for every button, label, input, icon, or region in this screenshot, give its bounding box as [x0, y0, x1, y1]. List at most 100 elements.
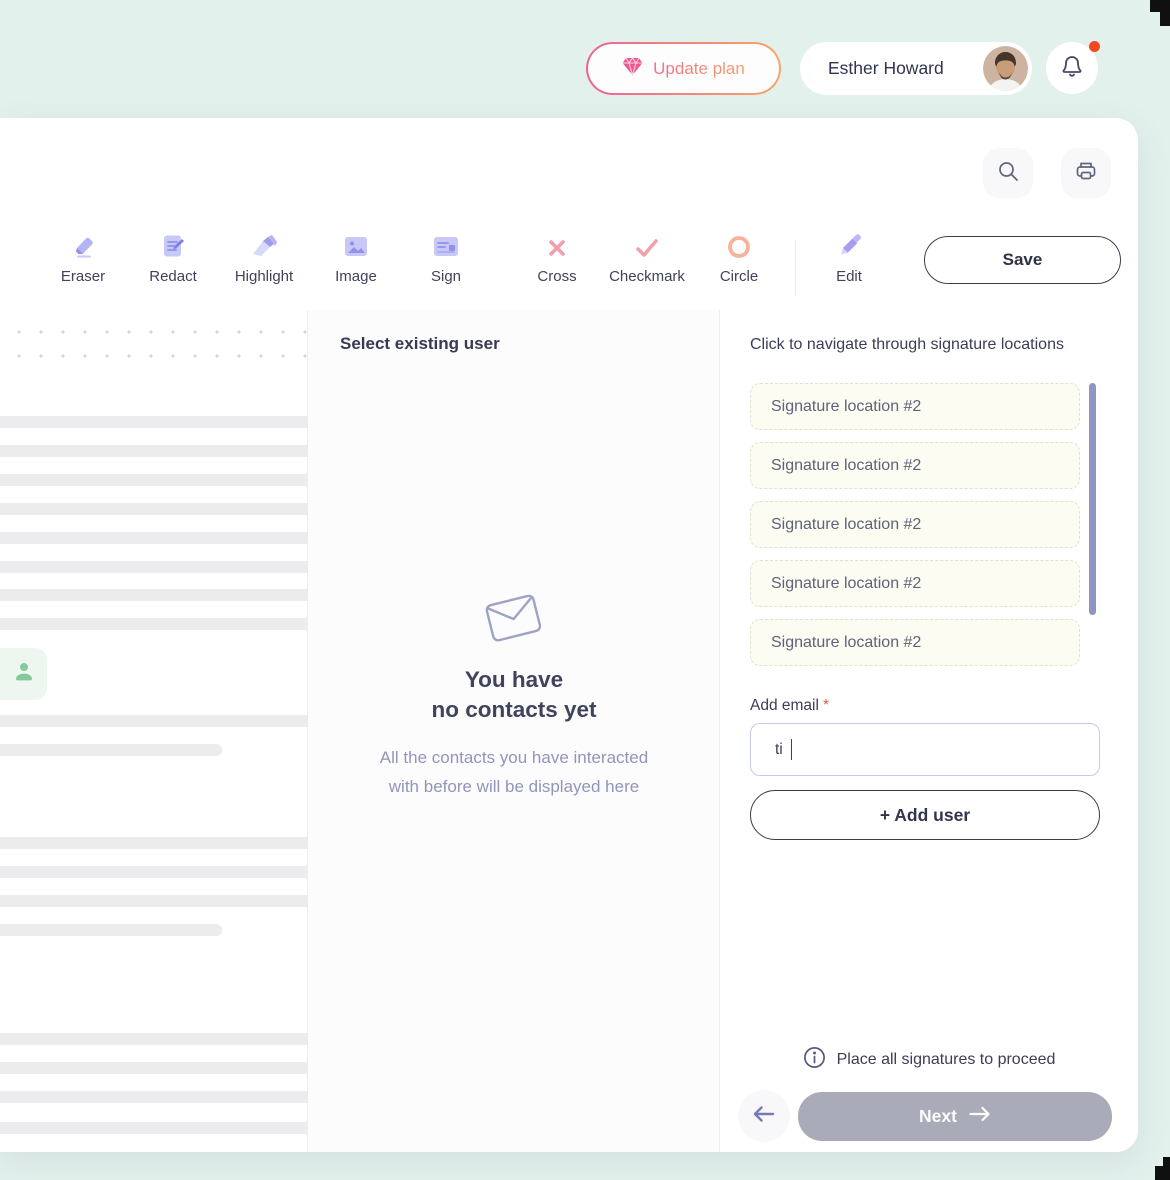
search-icon: [997, 160, 1019, 187]
contacts-panel: Select existing user You have no contact…: [308, 310, 720, 1152]
skeleton-line: [0, 561, 308, 573]
content-row: Select existing user You have no contact…: [0, 310, 1138, 1152]
contacts-panel-title: Select existing user: [340, 334, 500, 353]
corner-artifact: [1155, 1166, 1170, 1180]
tool-image[interactable]: Image: [308, 230, 404, 285]
signature-location-item[interactable]: Signature location #2: [750, 560, 1080, 607]
tool-label: Eraser: [60, 268, 106, 285]
document-preview-panel[interactable]: [0, 310, 308, 1152]
search-button[interactable]: [983, 148, 1033, 198]
corner-artifact: [1160, 12, 1170, 26]
empty-sub-line2: with before will be displayed here: [388, 777, 640, 796]
tool-label: Circle: [719, 268, 759, 285]
arrow-right-icon: [969, 1105, 991, 1128]
signature-location-item[interactable]: Signature location #2: [750, 442, 1080, 489]
tool-label: Redact: [149, 268, 197, 285]
empty-title-line1: You have: [464, 667, 564, 692]
tool-highlight[interactable]: Highlight: [216, 230, 312, 285]
empty-title-line2: no contacts yet: [431, 697, 597, 722]
toolbar-divider: [795, 240, 796, 296]
skeleton-line: [0, 924, 222, 936]
tool-label: Highlight: [234, 268, 294, 285]
person-icon: [12, 660, 36, 689]
gem-icon: [622, 56, 643, 81]
printer-icon: [1074, 159, 1098, 188]
skeleton-line: [0, 1091, 308, 1103]
tool-circle[interactable]: Circle: [691, 230, 787, 285]
next-button-label: Next: [919, 1106, 957, 1126]
update-plan-inner: Update plan: [588, 44, 779, 93]
tool-truncated[interactable]: le: [0, 230, 34, 285]
redact-icon: [125, 230, 221, 260]
image-icon: [308, 230, 404, 260]
envelope-icon: [483, 592, 544, 648]
skeleton-line: [0, 474, 308, 486]
scrollbar-thumb[interactable]: [1089, 383, 1096, 615]
signer-field-marker[interactable]: [0, 648, 47, 700]
signature-location-label: Signature location #2: [771, 397, 922, 415]
skeleton-line: [0, 837, 308, 849]
print-button[interactable]: [1061, 148, 1111, 198]
signature-panel-title: Click to navigate through signature loca…: [750, 336, 1064, 353]
tool-eraser[interactable]: Eraser: [35, 230, 131, 285]
notification-dot: [1089, 41, 1100, 52]
skeleton-line: [0, 589, 308, 601]
document-workspace: le Eraser Redact Highlight Image Sign: [0, 118, 1138, 1152]
email-input-value: ti: [775, 740, 783, 758]
sign-icon: [398, 230, 494, 260]
add-email-label-text: Add email: [750, 697, 819, 714]
signature-location-label: Signature location #2: [771, 515, 922, 533]
signature-location-label: Signature location #2: [771, 633, 922, 651]
add-user-button[interactable]: + Add user: [750, 790, 1100, 840]
back-button[interactable]: [738, 1090, 790, 1142]
user-menu[interactable]: Esther Howard: [800, 42, 1032, 95]
signature-location-list: Signature location #2 Signature location…: [750, 383, 1080, 678]
tool-label: le: [0, 268, 34, 285]
empty-state-title: You have no contacts yet: [308, 665, 720, 725]
notice-text: Place all signatures to proceed: [836, 1051, 1056, 1068]
signature-location-item[interactable]: Signature location #2: [750, 501, 1080, 548]
skeleton-line: [0, 618, 308, 630]
skeleton-line: [0, 1062, 308, 1074]
save-button[interactable]: Save: [924, 236, 1121, 284]
tool-label: Checkmark: [609, 268, 685, 285]
add-email-label: Add email *: [750, 697, 829, 715]
skeleton-line: [0, 532, 308, 544]
avatar: [983, 46, 1028, 91]
email-input[interactable]: ti: [750, 723, 1100, 776]
tool-sign[interactable]: Sign: [398, 230, 494, 285]
signature-location-label: Signature location #2: [771, 574, 922, 592]
edit-pencil-icon: [801, 230, 897, 260]
skeleton-line: [0, 1122, 308, 1134]
text-caret: [790, 739, 793, 760]
tool-label: Sign: [430, 268, 462, 285]
signature-panel: Click to navigate through signature loca…: [720, 310, 1138, 1152]
skeleton-line: [0, 895, 308, 907]
signature-location-item[interactable]: Signature location #2: [750, 619, 1080, 666]
tool-cross[interactable]: Cross: [509, 230, 605, 285]
required-asterisk: *: [822, 697, 829, 714]
info-icon: [803, 1046, 826, 1074]
tool-checkmark[interactable]: Checkmark: [599, 230, 695, 285]
notice-row: Place all signatures to proceed: [720, 1046, 1138, 1074]
tool-label: Image: [335, 268, 377, 285]
skeleton-line: [0, 445, 308, 457]
tool-redact[interactable]: Redact: [125, 230, 221, 285]
tool-edit[interactable]: Edit: [801, 230, 897, 285]
notifications-button[interactable]: [1046, 42, 1098, 94]
tool-label: Cross: [537, 268, 577, 285]
signature-location-item[interactable]: Signature location #2: [750, 383, 1080, 430]
arrow-left-icon: [752, 1104, 776, 1129]
next-button[interactable]: Next: [798, 1092, 1112, 1141]
update-plan-label: Update plan: [653, 58, 745, 78]
save-button-label: Save: [1002, 250, 1043, 269]
corner-artifact: [1150, 0, 1170, 12]
circle-icon: [691, 230, 787, 260]
update-plan-button[interactable]: Update plan: [586, 42, 781, 95]
skeleton-line: [0, 744, 222, 756]
bell-icon: [1060, 54, 1084, 83]
checkmark-icon: [599, 230, 695, 260]
skeleton-line: [0, 503, 308, 515]
skeleton-line: [0, 715, 308, 727]
